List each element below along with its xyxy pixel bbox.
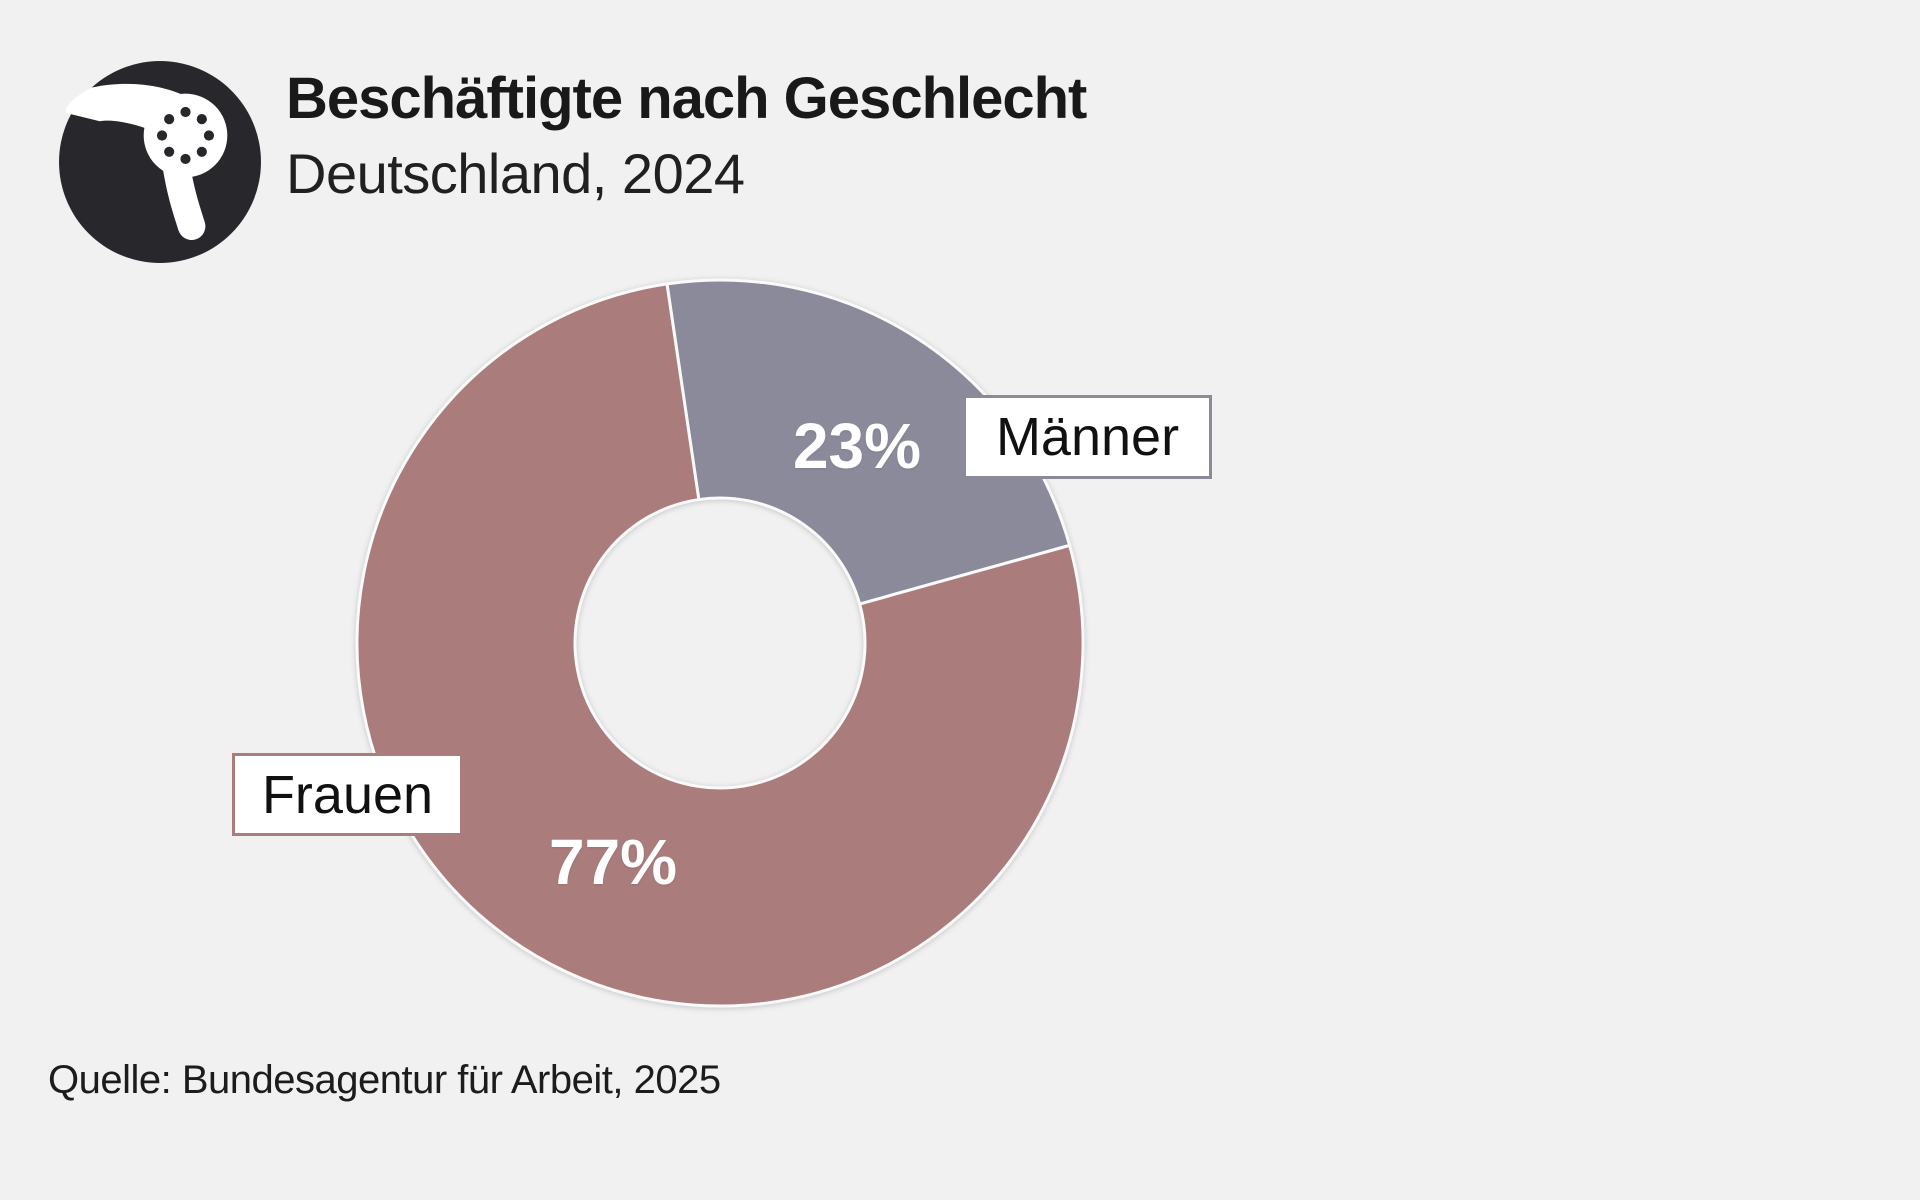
donut-slice-maenner[interactable] — [665, 278, 1072, 606]
shower-head-logo-icon — [59, 61, 261, 263]
publisher-logo — [58, 60, 262, 264]
chart-title: Beschäftigte nach Geschlecht — [286, 66, 1087, 131]
value-label-frauen: 77% — [548, 826, 678, 898]
donut-slice-frauen[interactable] — [355, 282, 1085, 1008]
category-label-maenner: Männer — [963, 395, 1212, 479]
header: Beschäftigte nach Geschlecht Deutschland… — [286, 66, 1087, 205]
chart-subtitle: Deutschland, 2024 — [286, 141, 745, 205]
category-label-frauen: Frauen — [232, 753, 463, 836]
source-note: Quelle: Bundesagentur für Arbeit, 2025 — [48, 1058, 721, 1102]
value-label-maenner: 23% — [792, 410, 922, 482]
